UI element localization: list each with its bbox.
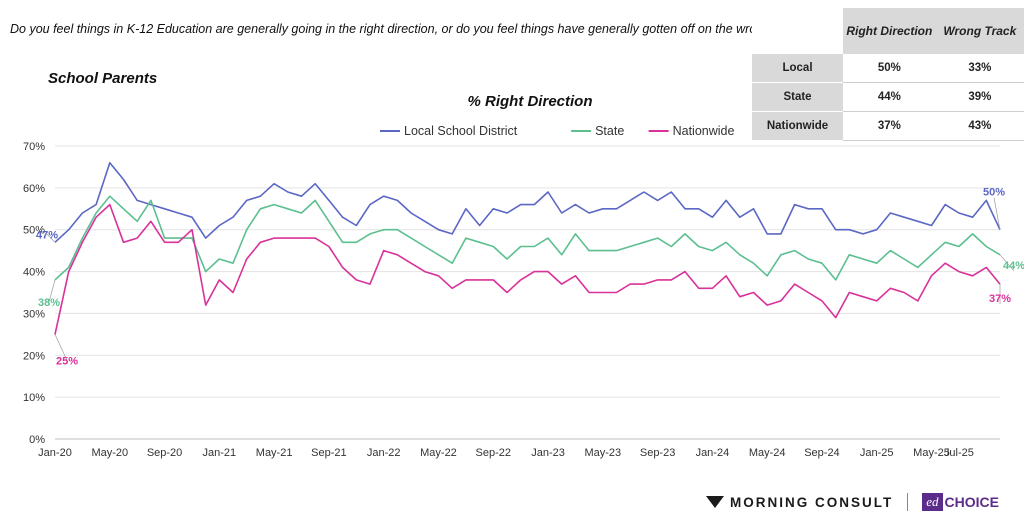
morning-consult-text: MORNING CONSULT — [730, 494, 894, 510]
summary-row-state: State 44% 39% — [752, 82, 1024, 112]
series-line-state — [54, 195, 1001, 281]
y-tick-label: 60% — [23, 183, 45, 195]
x-tick-label: May-24 — [749, 447, 786, 459]
x-tick-label: May-20 — [91, 447, 128, 459]
end-data-label: 44% — [1003, 260, 1024, 272]
x-tick-label: Jan-24 — [696, 447, 730, 459]
summary-header-wrong: Wrong Track — [935, 8, 1024, 54]
start-data-label: 47% — [36, 229, 58, 241]
x-tick-label: Jan-25 — [860, 447, 894, 459]
survey-question: Do you feel things in K-12 Education are… — [10, 22, 808, 36]
x-tick-label: May-22 — [420, 447, 457, 459]
footer-divider — [907, 493, 909, 511]
y-tick-label: 0% — [29, 434, 45, 446]
summary-wrong-value: 33% — [935, 54, 1024, 83]
edchoice-logo: ed CHOICE — [922, 493, 999, 511]
summary-right-value: 50% — [843, 54, 936, 83]
start-data-label: 38% — [38, 297, 60, 309]
chart-title: % Right Direction — [467, 93, 593, 110]
summary-header-right: Right Direction — [843, 8, 936, 54]
chart-subtitle: School Parents — [48, 70, 158, 87]
summary-row-local: Local 50% 33% — [752, 54, 1024, 83]
edchoice-text: CHOICE — [944, 494, 999, 510]
edchoice-badge: ed — [922, 493, 943, 511]
x-tick-label: May-21 — [256, 447, 293, 459]
summary-right-value: 37% — [843, 111, 936, 141]
summary-right-value: 44% — [843, 82, 936, 112]
footer-logos: MORNING CONSULT ed CHOICE — [706, 491, 999, 513]
summary-header-blank — [752, 8, 844, 54]
x-tick-label: Jan-23 — [531, 447, 565, 459]
x-tick-label: May-25 — [913, 447, 950, 459]
series-line-nationwide — [54, 203, 1001, 335]
summary-header-row: Right Direction Wrong Track — [752, 8, 1024, 54]
morning-consult-mark-icon — [706, 496, 724, 508]
end-label-leader — [999, 254, 1015, 272]
start-label-leader — [46, 234, 56, 243]
x-tick-label: Jul-25 — [944, 447, 974, 459]
y-tick-label: 30% — [23, 308, 45, 320]
summary-table: Right Direction Wrong Track Local 50% 33… — [752, 8, 1024, 141]
x-tick-label: May-23 — [584, 447, 621, 459]
summary-wrong-value: 39% — [935, 82, 1024, 112]
y-tick-label: 10% — [23, 392, 45, 404]
y-tick-label: 20% — [23, 350, 45, 362]
start-label-leader — [48, 279, 56, 303]
legend-label: Nationwide — [673, 124, 735, 138]
summary-label: State — [752, 82, 844, 112]
x-tick-label: Sep-21 — [311, 447, 346, 459]
x-tick-label: Jan-22 — [367, 447, 401, 459]
end-label-leader — [993, 197, 1001, 230]
y-tick-label: 70% — [23, 141, 45, 153]
x-tick-label: Sep-22 — [476, 447, 511, 459]
summary-label: Local — [752, 54, 844, 83]
x-tick-label: Jan-20 — [38, 447, 72, 459]
y-tick-label: 40% — [23, 267, 45, 279]
summary-label: Nationwide — [752, 111, 844, 141]
x-tick-label: Sep-24 — [804, 447, 839, 459]
end-data-label: 50% — [983, 187, 1005, 199]
start-data-label: 25% — [56, 355, 78, 367]
x-tick-label: Sep-20 — [147, 447, 182, 459]
legend-label: State — [595, 124, 624, 138]
x-tick-label: Sep-23 — [640, 447, 675, 459]
y-tick-label: 50% — [23, 225, 45, 237]
summary-wrong-value: 43% — [935, 111, 1024, 141]
series-line-local-school-district — [54, 161, 1001, 243]
legend-label: Local School District — [404, 124, 518, 138]
summary-row-nationwide: Nationwide 37% 43% — [752, 111, 1024, 141]
end-data-label: 37% — [989, 293, 1011, 305]
x-tick-label: Jan-21 — [203, 447, 237, 459]
start-label-leader — [54, 334, 68, 361]
morning-consult-logo: MORNING CONSULT — [706, 495, 893, 510]
